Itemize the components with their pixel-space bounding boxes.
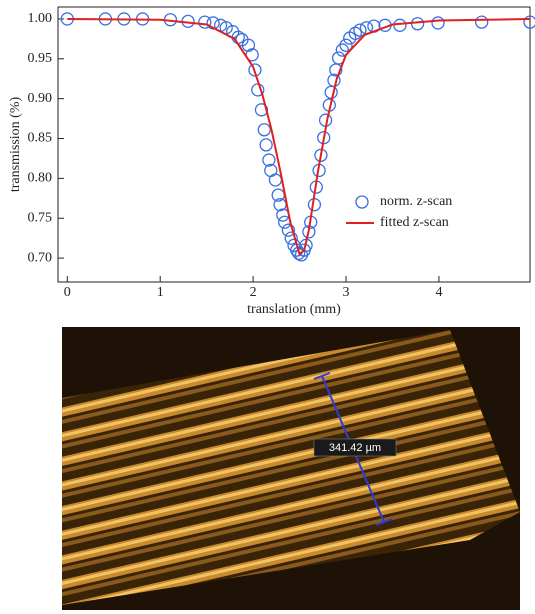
y-tick-label: 0.75 xyxy=(28,210,53,225)
y-axis-label: transmission (%) xyxy=(8,97,23,193)
y-tick-label: 0.80 xyxy=(28,171,53,186)
measurement-cap xyxy=(313,372,331,380)
data-point xyxy=(248,63,262,77)
data-point xyxy=(251,83,265,97)
x-tick-label: 1 xyxy=(157,285,164,300)
data-point xyxy=(475,15,489,29)
data-point xyxy=(198,15,212,29)
data-point xyxy=(281,223,296,237)
plot-frame xyxy=(57,6,531,283)
fit-line xyxy=(67,17,531,256)
measurement-cap xyxy=(375,518,393,526)
y-tick-label: 0.95 xyxy=(28,51,53,66)
data-point xyxy=(393,18,407,32)
micrograph: 341.42 µm xyxy=(62,327,520,610)
data-point xyxy=(257,123,271,137)
data-point xyxy=(262,153,276,167)
data-point xyxy=(335,43,349,57)
data-point xyxy=(276,208,290,222)
legend-marker xyxy=(355,195,369,209)
data-point xyxy=(431,16,445,30)
x-axis-label: translation (mm) xyxy=(247,302,341,317)
data-point xyxy=(268,173,283,187)
y-tick-label: 0.85 xyxy=(28,131,53,146)
data-point xyxy=(339,38,353,52)
data-point xyxy=(254,103,269,117)
data-point xyxy=(523,15,535,29)
data-point xyxy=(259,138,273,152)
y-tick-label: 0.70 xyxy=(28,250,53,265)
plot: 0 1 2 3 4 0.70 0.75 0.80 0.85 0.90 0.95 1.00 transla… xyxy=(8,6,535,317)
legend-label: fitted z-scan xyxy=(380,215,449,230)
data-point xyxy=(241,38,256,52)
x-tick-label: 4 xyxy=(435,285,442,300)
measurement-box xyxy=(313,438,397,457)
y-tick-label: 1.00 xyxy=(28,11,53,26)
x-tick-label: 2 xyxy=(250,285,257,300)
y-tick-label: 0.90 xyxy=(28,91,53,106)
legend-label: norm. z-scan xyxy=(380,194,452,209)
data-point xyxy=(284,231,298,245)
data-point xyxy=(353,23,367,37)
x-tick-label: 3 xyxy=(343,285,350,300)
x-tick-label: 0 xyxy=(64,285,71,300)
measurement-label: 341.42 µm xyxy=(329,442,381,454)
